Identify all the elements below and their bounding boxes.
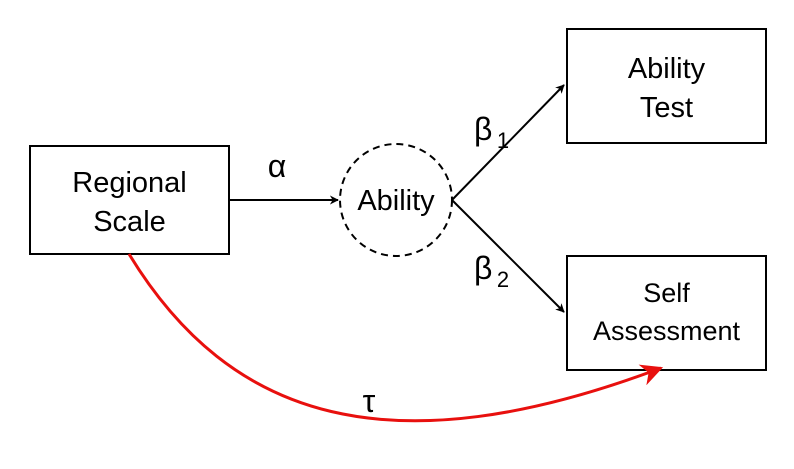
self-assessment-line1: Self bbox=[643, 278, 690, 308]
ability-label: Ability bbox=[357, 185, 435, 217]
ability-test-line2: Test bbox=[640, 92, 693, 124]
self-assessment-line2: Assessment bbox=[593, 316, 741, 346]
beta1-symbol: β bbox=[474, 111, 492, 147]
self-assessment-node: Self Assessment bbox=[566, 255, 767, 371]
beta1-subscript: 1 bbox=[497, 128, 509, 153]
beta1-edge: β 1 bbox=[451, 84, 565, 201]
beta2-symbol: β bbox=[474, 250, 492, 286]
tau-label: τ bbox=[363, 383, 376, 419]
ability-test-line1: Ability bbox=[628, 53, 706, 85]
beta2-edge: β 2 bbox=[451, 199, 565, 313]
ability-latent-node: Ability bbox=[339, 143, 453, 257]
beta1-label: β 1 bbox=[474, 111, 509, 153]
ability-test-node: Ability Test bbox=[566, 28, 767, 144]
tau-edge: τ bbox=[127, 253, 664, 423]
regional-scale-line2: Scale bbox=[93, 206, 166, 238]
regional-scale-line1: Regional bbox=[72, 167, 186, 199]
alpha-edge: α bbox=[229, 148, 339, 205]
regional-scale-node: Regional Scale bbox=[29, 145, 230, 255]
beta2-label: β 2 bbox=[474, 250, 509, 292]
beta2-subscript: 2 bbox=[497, 267, 509, 292]
alpha-label: α bbox=[268, 148, 287, 184]
